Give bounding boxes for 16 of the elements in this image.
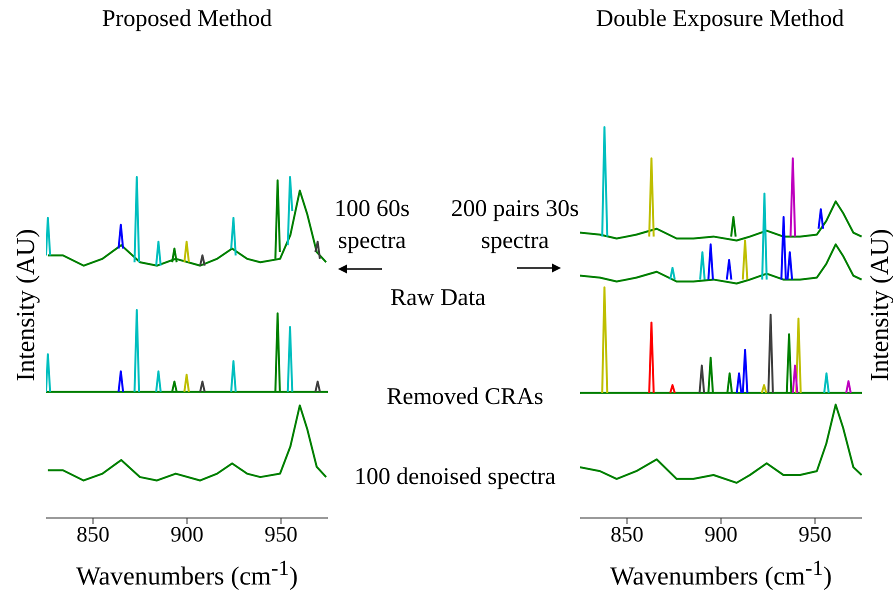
text: Removed CRAs bbox=[386, 383, 544, 412]
y-axis-title: Intensity (AU) bbox=[11, 228, 41, 384]
text: 100 60s spectra bbox=[333, 195, 411, 256]
x-tick-label: 900 bbox=[170, 522, 204, 547]
chart-title: Proposed Method bbox=[101, 6, 273, 33]
x-tick-label: 850 bbox=[610, 522, 644, 547]
text: Raw Data bbox=[389, 284, 487, 313]
chart-title: Double Exposure Method bbox=[595, 6, 845, 33]
x-tick-label: 950 bbox=[798, 522, 832, 547]
x-axis-title: Wavenumbers (cm$^{-1}$) bbox=[75, 556, 299, 592]
x-tick-label: 900 bbox=[704, 522, 738, 547]
x-axis-title: Wavenumbers (cm$^{-1}$) bbox=[609, 556, 833, 592]
text: 100 denoised spectra bbox=[353, 463, 557, 492]
x-tick-label: 950 bbox=[264, 522, 298, 547]
x-tick-label: 850 bbox=[76, 522, 110, 547]
text: 200 pairs 30s spectra bbox=[450, 195, 580, 256]
